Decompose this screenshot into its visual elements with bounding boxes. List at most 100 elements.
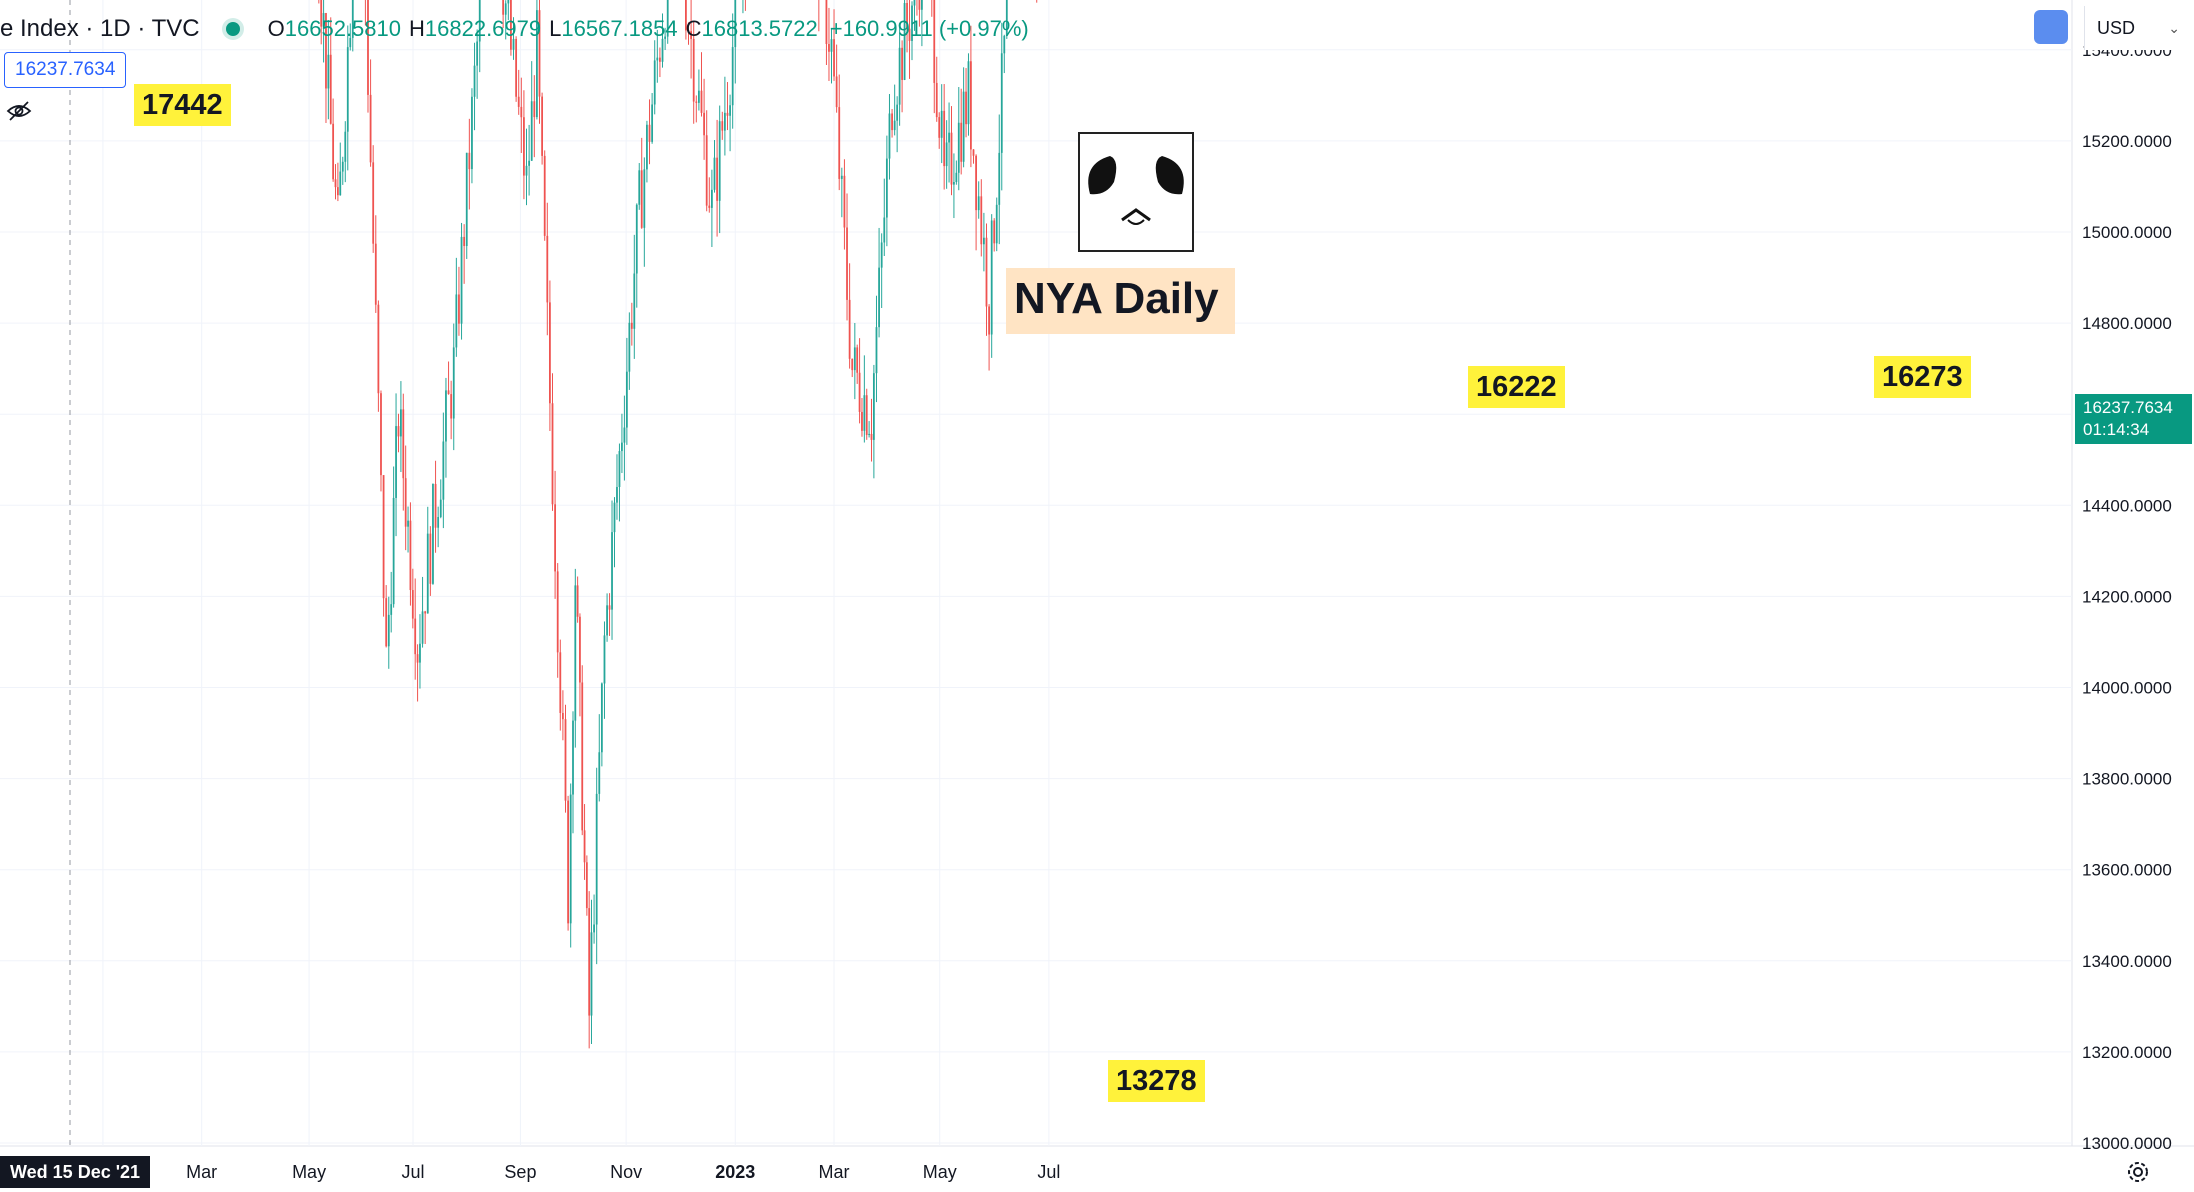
candle-body — [729, 105, 731, 116]
quick-action-button[interactable] — [2034, 10, 2068, 44]
candle-body — [546, 235, 549, 303]
candle-body — [536, 10, 538, 118]
candle-body — [648, 124, 651, 142]
candle-body — [993, 220, 996, 244]
candle-body — [975, 155, 977, 211]
candle-body — [940, 110, 943, 138]
x-tick-label: Mar — [186, 1162, 217, 1182]
x-tick-label: Jul — [1037, 1162, 1060, 1182]
candle-body — [687, 30, 690, 32]
x-tick-label: May — [923, 1162, 957, 1182]
candle-body — [861, 411, 863, 431]
candle-body — [473, 65, 476, 97]
candle-body — [387, 614, 390, 647]
candle-body — [421, 611, 424, 644]
candle-body — [970, 61, 972, 150]
candle-body — [543, 155, 546, 236]
candle-body — [382, 475, 385, 599]
candle-body — [692, 38, 695, 102]
candle-body — [437, 517, 440, 528]
open-label: O — [267, 16, 285, 41]
candle-body — [685, 0, 687, 31]
candle-body — [906, 2, 908, 29]
candle-body — [465, 152, 468, 247]
candle-body — [616, 486, 618, 503]
y-tick-label: 13800.0000 — [2082, 770, 2172, 789]
candle-body — [833, 39, 835, 77]
candle-body — [598, 752, 601, 794]
candle-body — [911, 5, 913, 41]
candle-body — [633, 273, 636, 329]
high-label: H — [409, 16, 425, 41]
previous-close-badge[interactable]: 16237.7634 — [4, 52, 127, 88]
candle-body — [528, 160, 531, 166]
candle-body — [913, 0, 916, 6]
candle-body — [455, 294, 458, 348]
candle-body — [551, 403, 554, 505]
candle-body — [332, 123, 335, 180]
candle-body — [883, 217, 886, 243]
candle-body — [726, 112, 729, 116]
candle-body — [708, 205, 711, 208]
candle-body — [507, 0, 510, 4]
y-tick-label: 14000.0000 — [2082, 679, 2172, 698]
y-tick-label: 14400.0000 — [2082, 496, 2172, 515]
candle-body — [327, 54, 330, 89]
candle-body — [998, 152, 1001, 205]
candle-body — [838, 107, 841, 179]
candle-body — [515, 38, 518, 97]
candle-body — [977, 196, 980, 211]
candle-body — [600, 683, 603, 753]
candle-body — [517, 96, 520, 107]
candle-body — [471, 96, 473, 170]
candle-body — [962, 91, 965, 162]
candle-body — [723, 112, 726, 131]
callout-17442: 17442 — [134, 84, 231, 126]
candle-body — [870, 433, 873, 440]
candle-body — [606, 605, 608, 636]
candle-body — [716, 157, 718, 201]
candle-body — [982, 237, 985, 245]
candle-body — [574, 585, 577, 721]
candle-body — [369, 94, 372, 163]
candle-body — [985, 237, 988, 307]
candle-body — [623, 427, 626, 443]
candle-body — [533, 101, 536, 118]
close-value: 16813.5722 — [701, 16, 818, 41]
candle-body — [638, 170, 641, 205]
open-value: 16652.5810 — [284, 16, 401, 41]
gear-icon[interactable] — [2124, 1158, 2152, 1186]
candle-body — [651, 104, 654, 142]
bar-countdown: 01:14:34 — [2083, 420, 2150, 439]
chart-grid — [0, 0, 2194, 1147]
candle-body — [512, 38, 515, 50]
candle-body — [460, 236, 463, 324]
candle-body — [903, 2, 906, 80]
candle-body — [463, 236, 466, 247]
candle-body — [510, 0, 512, 50]
candle-body — [392, 497, 395, 605]
candle-body — [621, 442, 623, 452]
candle-body — [579, 616, 581, 683]
symbol-title[interactable]: e Index · 1D · TVC — [0, 15, 200, 42]
candle-body — [339, 171, 342, 196]
market-status-dot[interactable] — [225, 22, 240, 36]
candle-body — [734, 0, 737, 48]
candle-body — [957, 122, 960, 173]
y-tick-label: 15000.0000 — [2082, 223, 2172, 242]
candle-body — [329, 54, 332, 124]
crosshair-date-label: Wed 15 Dec '21 — [0, 1156, 151, 1188]
candle-body — [419, 643, 421, 663]
high-value: 16822.6979 — [424, 16, 542, 41]
candle-body — [828, 44, 830, 52]
candle-body — [856, 347, 859, 373]
candle-body — [320, 0, 323, 27]
eye-off-icon[interactable] — [6, 100, 32, 122]
candle-body — [933, 0, 936, 83]
candle-body — [901, 47, 903, 80]
currency-select[interactable]: USD ⌄ — [2084, 6, 2194, 50]
candle-body — [372, 162, 375, 244]
candle-body — [908, 28, 911, 41]
candle-body — [888, 113, 891, 159]
